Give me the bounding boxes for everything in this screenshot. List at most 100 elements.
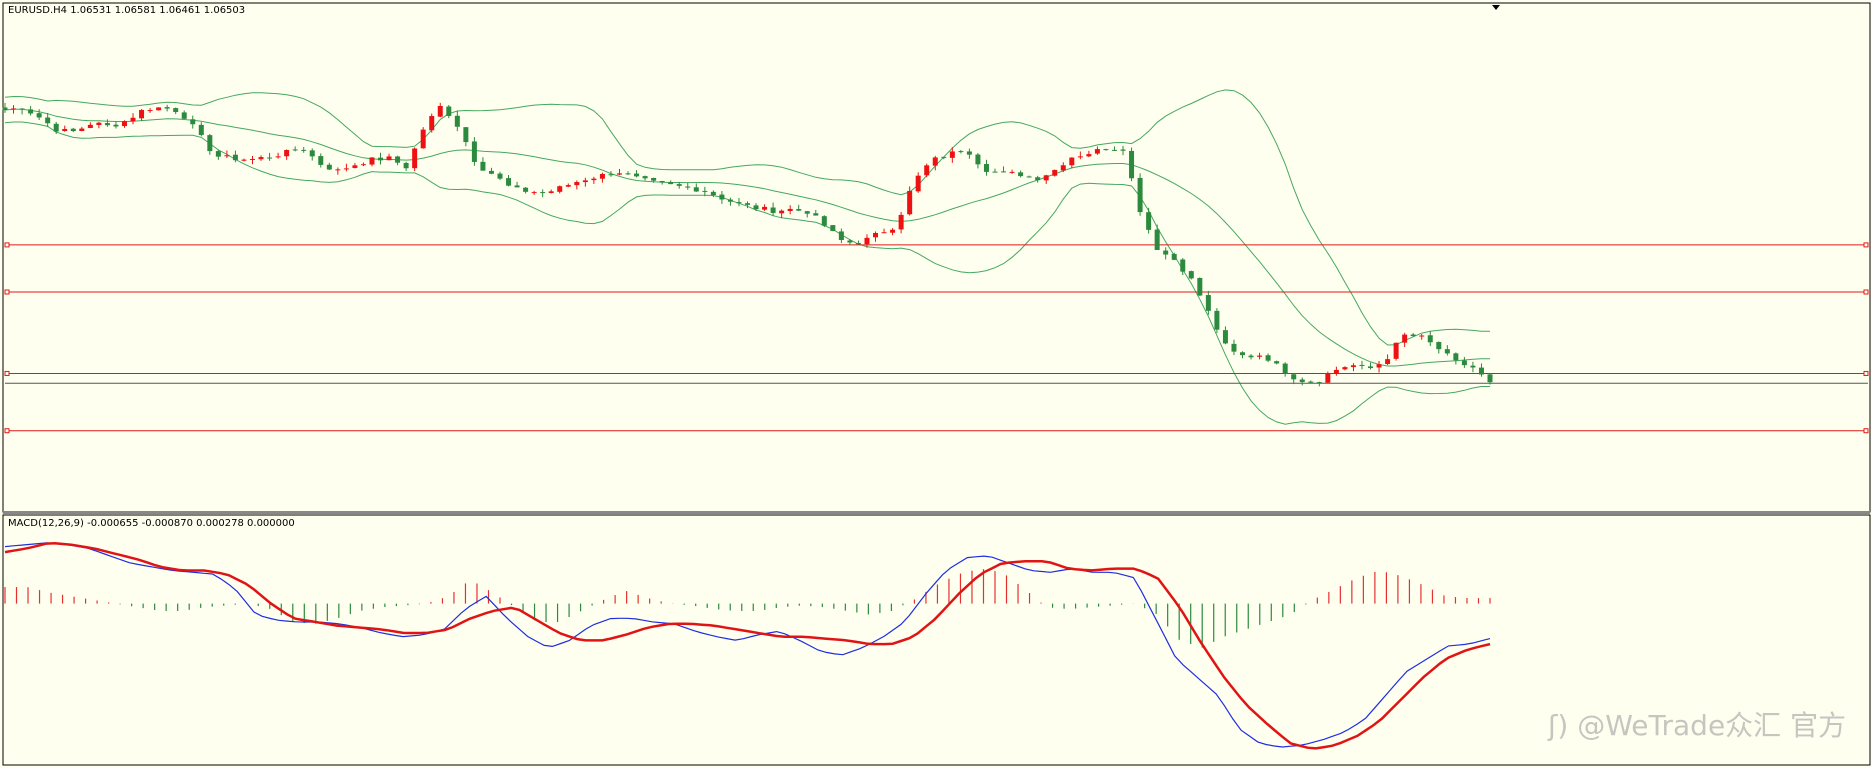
candle-body — [258, 157, 264, 160]
candle-body — [1419, 335, 1425, 337]
candle-body — [369, 157, 375, 165]
watermark: ʃ) @WeTrade众汇 官方 — [1548, 704, 1846, 744]
candle-body — [523, 187, 529, 192]
candle-body — [437, 105, 443, 117]
candle-body — [582, 180, 588, 183]
candle-body — [881, 232, 887, 234]
candle-body — [1077, 156, 1083, 158]
level-handle-left — [4, 370, 10, 376]
candle-body — [992, 171, 998, 173]
candle-body — [1265, 355, 1271, 361]
candle-body — [275, 156, 281, 158]
level-handle-right — [1863, 428, 1869, 434]
candle-body — [11, 108, 17, 110]
candle-body — [983, 164, 989, 172]
candle-body — [796, 209, 802, 211]
candle-body — [488, 170, 494, 174]
candle-body — [565, 185, 571, 187]
candles — [2, 102, 1493, 387]
candle-body — [113, 124, 119, 127]
candle-body — [139, 109, 145, 119]
candle-body — [1478, 367, 1484, 375]
watermark-text: @WeTrade众汇 官方 — [1577, 709, 1847, 742]
candle-body — [198, 124, 204, 135]
candle-body — [1410, 334, 1416, 337]
candle-body — [87, 124, 93, 128]
candle-body — [1350, 365, 1356, 368]
candle-body — [924, 165, 930, 176]
candle-body — [1180, 259, 1186, 272]
candle-body — [1018, 172, 1024, 177]
candle-body — [224, 155, 230, 157]
candle-body — [668, 181, 674, 185]
candle-body — [420, 129, 426, 149]
candle-body — [1444, 349, 1450, 354]
candle-body — [446, 106, 452, 116]
candle-body — [147, 110, 153, 112]
bollinger-middle — [4, 108, 1490, 367]
candle-body — [753, 205, 759, 210]
candle-body — [1427, 335, 1433, 343]
candle-body — [1043, 175, 1049, 181]
candle-body — [531, 192, 537, 194]
candle-body — [207, 135, 213, 152]
candle-body — [770, 207, 776, 213]
chart-shift-marker-icon[interactable] — [1492, 5, 1500, 10]
candle-body — [1001, 171, 1007, 173]
candle-body — [1487, 374, 1493, 383]
candle-body — [232, 154, 238, 161]
candle-body — [45, 117, 51, 124]
candle-body — [1299, 379, 1305, 383]
candle-body — [1385, 359, 1391, 365]
candle-body — [838, 231, 844, 240]
candle-body — [1094, 149, 1100, 154]
candle-body — [1240, 352, 1245, 356]
candle-body — [301, 149, 307, 151]
candle-body — [847, 240, 853, 243]
candle-body — [693, 187, 699, 192]
macd-lines — [4, 542, 1491, 750]
candle-body — [804, 211, 810, 214]
candle-body — [429, 116, 435, 131]
candle-body — [736, 202, 742, 204]
candle-body — [70, 128, 76, 132]
candle-body — [1359, 364, 1365, 366]
candle-body — [395, 156, 401, 163]
macd-panel-header: MACD(12,26,9) -0.000655 -0.000870 0.0002… — [8, 518, 295, 529]
candle-body — [616, 173, 622, 175]
candle-body — [659, 180, 665, 183]
candle-body — [574, 182, 580, 186]
macd-panel-frame — [2, 514, 1871, 766]
horizontal-levels[interactable] — [4, 242, 1869, 434]
level-handle-left — [4, 428, 10, 434]
candle-body — [745, 203, 750, 205]
candle-body — [779, 210, 785, 214]
candle-body — [1274, 361, 1280, 364]
candle-body — [1214, 310, 1220, 330]
candle-body — [907, 190, 913, 215]
candle-body — [292, 149, 298, 151]
level-handle-right — [1863, 370, 1869, 376]
macd-line — [4, 542, 1491, 748]
candle-body — [702, 190, 708, 192]
candle-body — [121, 121, 127, 127]
candle-body — [540, 192, 546, 194]
candle-body — [1035, 177, 1041, 181]
candle-body — [1154, 229, 1160, 251]
candle-body — [130, 117, 136, 122]
candle-body — [787, 208, 793, 212]
candle-body — [378, 157, 384, 161]
candle-body — [958, 151, 964, 153]
candle-body — [1171, 253, 1177, 260]
candle-body — [335, 169, 341, 171]
candle-body — [591, 178, 597, 181]
candle-body — [1461, 360, 1467, 366]
candle-body — [215, 151, 221, 157]
candle-body — [830, 225, 836, 232]
candle-body — [1060, 165, 1066, 171]
candle-body — [1376, 364, 1382, 368]
candle-body — [1333, 369, 1339, 374]
candle-body — [480, 161, 486, 171]
